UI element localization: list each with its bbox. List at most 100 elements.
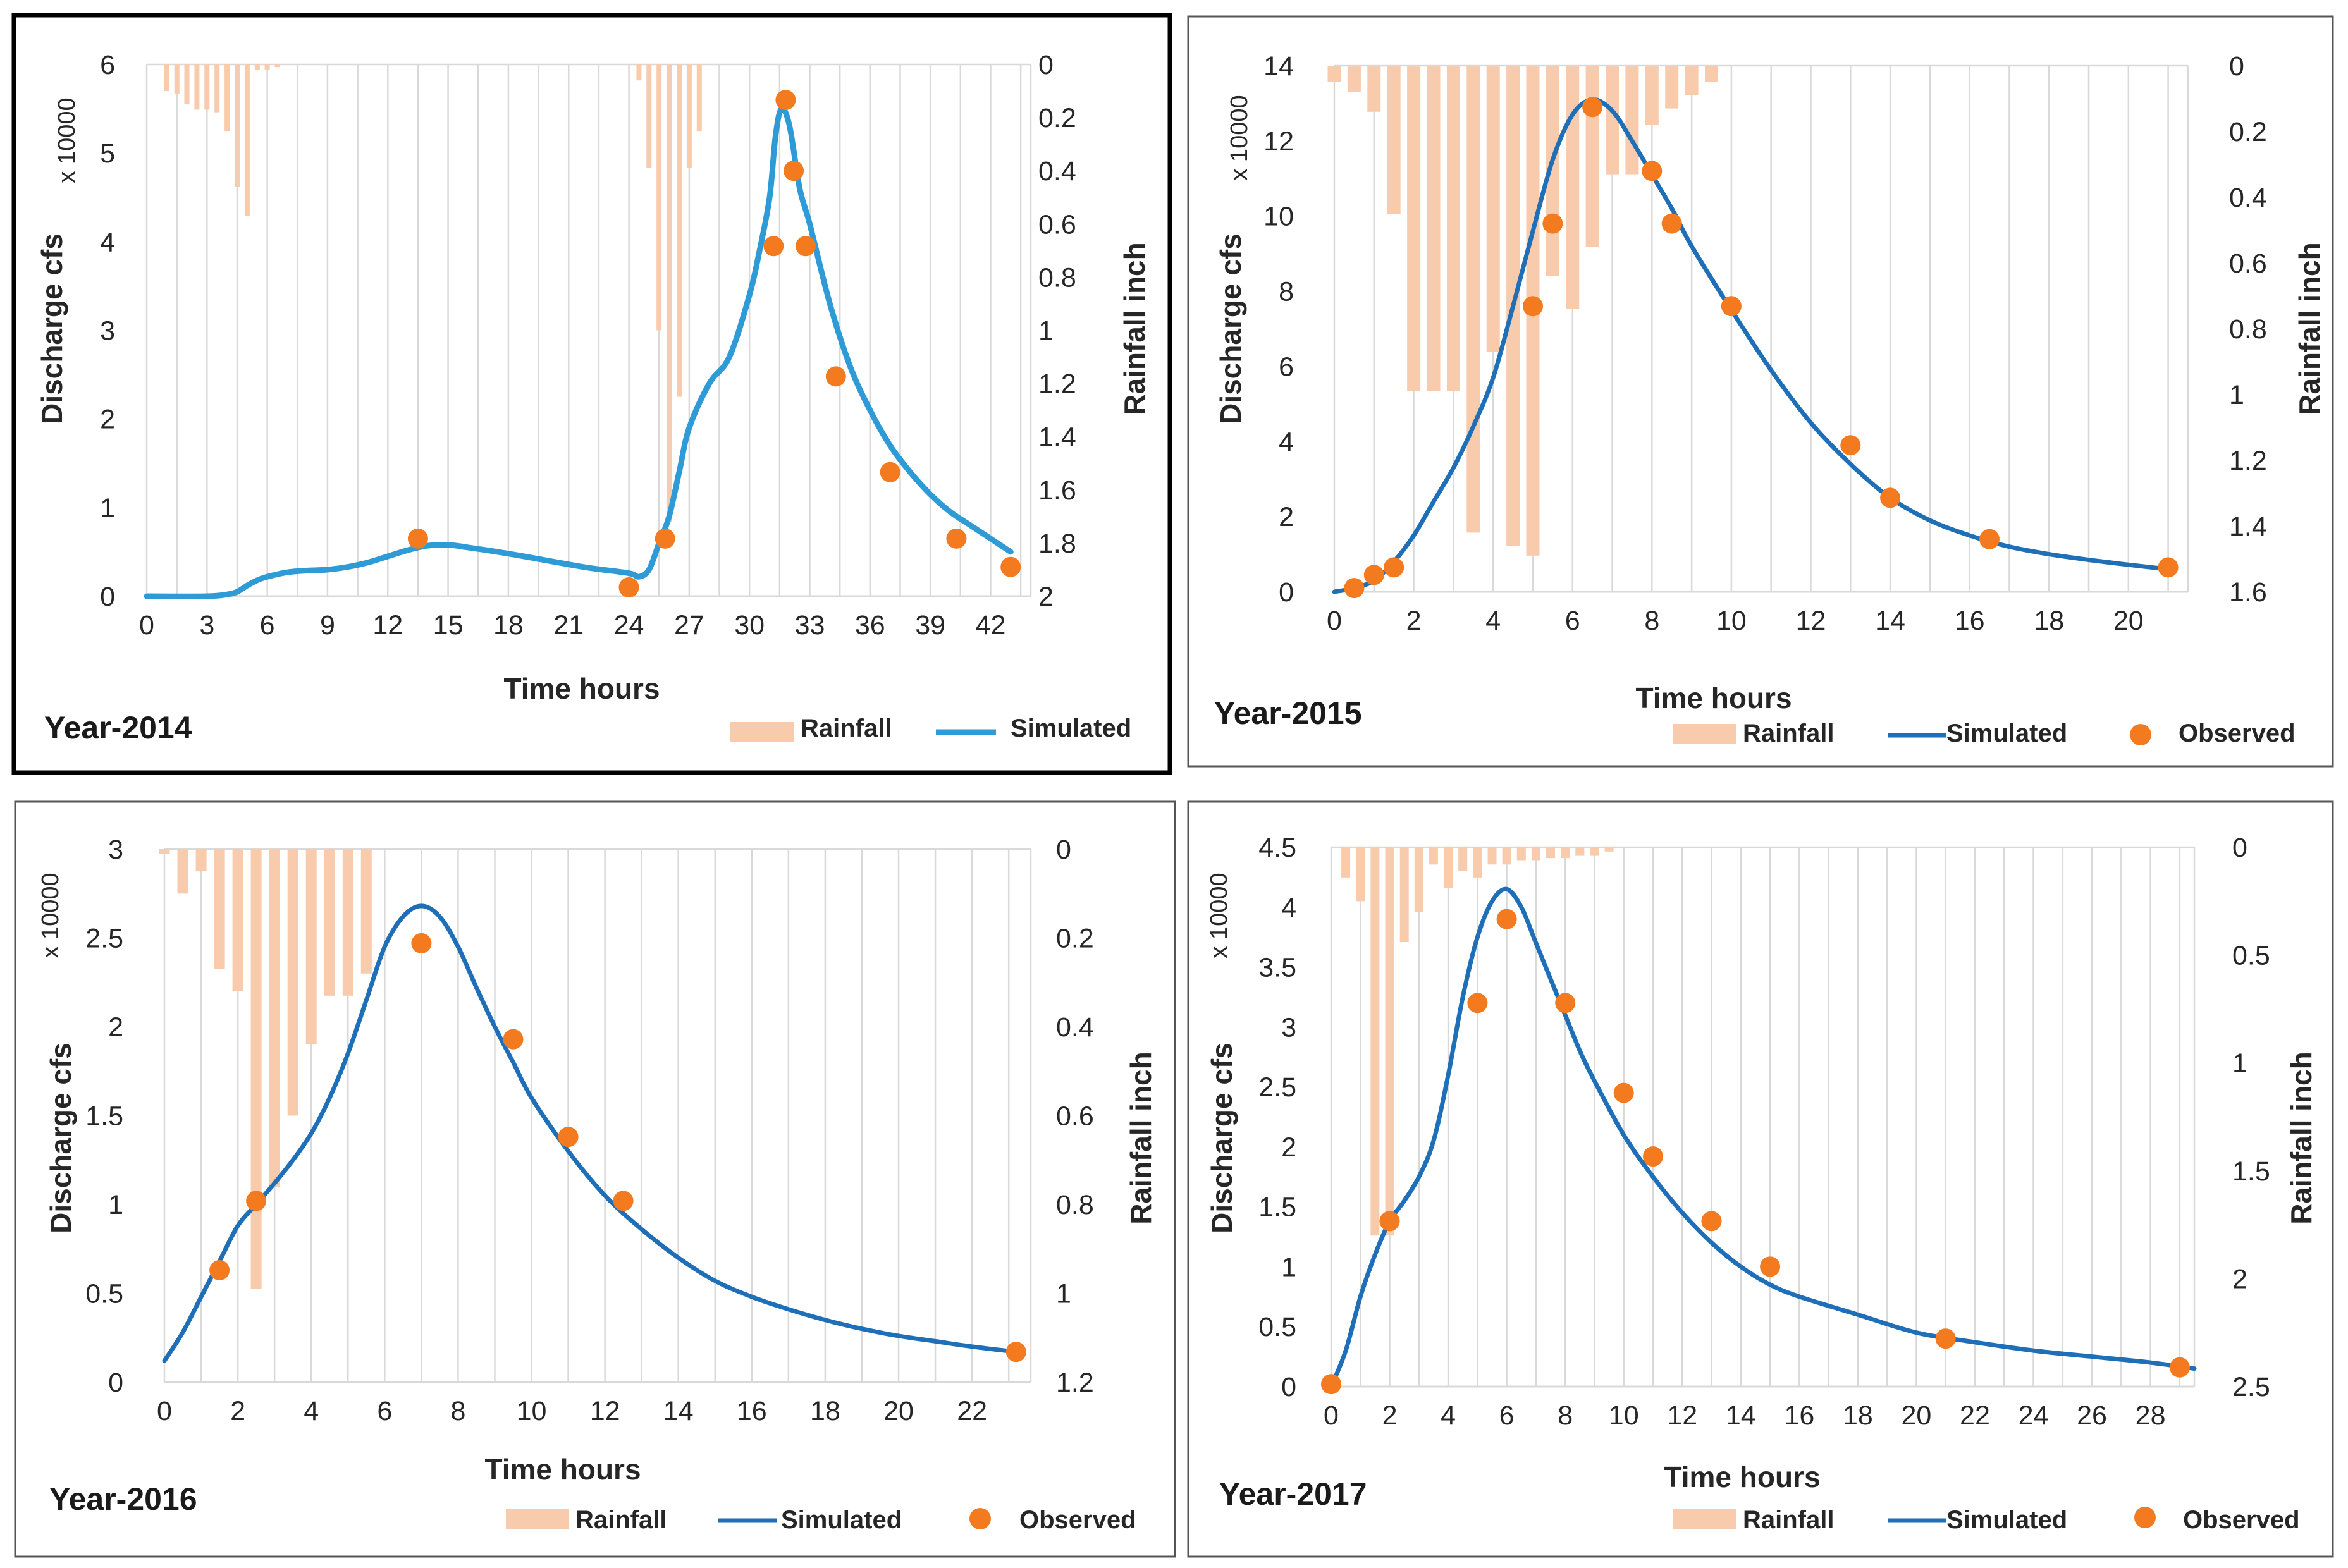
y-tick-label: 3 <box>1281 1012 1296 1043</box>
x-tick-label: 33 <box>795 610 825 640</box>
x-tick-label: 8 <box>1644 606 1659 636</box>
legend-rainfall-swatch <box>730 722 794 742</box>
legend-simulated-label: Simulated <box>1946 1506 2067 1534</box>
y2-tick-label: 1 <box>1038 316 1054 346</box>
rainfall-bar <box>1665 66 1679 109</box>
rainfall-bar <box>1486 66 1500 352</box>
y-tick-label: 12 <box>1263 126 1294 157</box>
x-tick-label: 18 <box>493 610 524 640</box>
legend-rainfall-label: Rainfall <box>575 1506 667 1534</box>
x-tick-label: 14 <box>663 1396 694 1426</box>
rainfall-bar <box>194 64 200 110</box>
y-axis-unit: x 10000 <box>54 97 80 183</box>
rainfall-bar <box>1502 847 1511 865</box>
x-tick-label: 28 <box>2136 1400 2166 1431</box>
rainfall-bar <box>696 64 702 132</box>
x-tick-label: 16 <box>1784 1400 1814 1431</box>
panel-frame-2016 <box>14 800 1176 1558</box>
rainfall-bar <box>636 64 642 81</box>
observed-point <box>1840 435 1861 456</box>
y-tick-label: 4.5 <box>1258 833 1296 863</box>
x-tick-label: 0 <box>1324 1400 1339 1431</box>
x-tick-label: 8 <box>1558 1400 1573 1431</box>
rainfall-bar <box>656 64 662 331</box>
x-tick-label: 36 <box>855 610 885 640</box>
rainfall-bar <box>1531 847 1540 861</box>
x-tick-label: 22 <box>957 1396 987 1426</box>
chart-panel-year-2016: 0 2 4 6 8 10 12 14 16 18 20 22 0 0.5 1 1.5 2 2.5 3 0 0.2 0.4 0… <box>37 835 1157 1534</box>
panel-frame-2015 <box>1187 15 2334 768</box>
rainfall-bar <box>1356 847 1365 902</box>
rainfall-bar <box>646 64 652 168</box>
simulated-line <box>144 106 1014 599</box>
legend-observed-label: Observed <box>2179 720 2296 747</box>
observed-point <box>1880 487 1901 508</box>
observed-point <box>1642 161 1663 181</box>
legend-observed-label: Observed <box>1019 1506 1136 1534</box>
y-axis-unit: x 10000 <box>1206 873 1232 958</box>
y-tick-label: 8 <box>1279 277 1294 307</box>
observed-point <box>1613 1082 1634 1103</box>
x-tick-label: 20 <box>1902 1400 1932 1431</box>
y-tick-label: 1 <box>1281 1252 1296 1282</box>
observed-point <box>1935 1328 1956 1349</box>
y2-tick-label: 0.8 <box>2229 314 2267 345</box>
observed-point <box>825 366 846 387</box>
y-axis-title: Discharge cfs <box>35 233 68 424</box>
observed-point <box>2169 1357 2190 1378</box>
rainfall-bar <box>1645 66 1659 125</box>
y-tick-label: 1.5 <box>1258 1192 1296 1223</box>
rainfall-bar <box>254 64 260 70</box>
y-axis-title: Discharge cfs <box>1214 233 1247 424</box>
x-tick-label: 4 <box>304 1396 319 1426</box>
rainfall-bar <box>1407 66 1421 391</box>
rainfall-bar <box>250 849 262 1289</box>
y2-tick-label: 0.4 <box>1038 156 1076 187</box>
observed-point <box>946 528 967 549</box>
y-tick-label: 1 <box>100 493 115 524</box>
legend-rainfall-swatch <box>506 1509 569 1529</box>
panel-frame-2017 <box>1187 800 2334 1558</box>
x-tick-label: 2 <box>230 1396 245 1426</box>
x-tick-label: 14 <box>1875 606 1905 636</box>
x-tick-label: 12 <box>1796 606 1826 636</box>
x-tick-label: 24 <box>2019 1400 2049 1431</box>
legend-observed-swatch <box>2134 1507 2156 1528</box>
y-axis-title: Discharge cfs <box>44 1043 77 1234</box>
y2-tick-label: 0.4 <box>2229 183 2267 213</box>
y2-tick-label: 1.2 <box>1056 1368 1094 1398</box>
rainfall-bar <box>1566 66 1580 309</box>
chart-panel-year-2015: 0 2 4 6 8 10 12 14 16 18 20 0 2 4 6 8 10 12 14 0 0.2 0.4 0.6 0.… <box>1214 51 2326 747</box>
y2-tick-label: 2 <box>2232 1264 2247 1294</box>
observed-point <box>558 1127 579 1148</box>
observed-point <box>411 933 432 953</box>
x-tick-label: 12 <box>372 610 403 640</box>
x-tick-label: 14 <box>1726 1400 1756 1431</box>
rainfall-bar <box>1414 847 1423 912</box>
x-axis-title: Time hours <box>1635 682 1792 714</box>
observed-point <box>1384 557 1404 578</box>
observed-point <box>1661 213 1682 234</box>
y-tick-label: 5 <box>100 138 115 169</box>
rainfall-bar <box>159 849 170 854</box>
observed-point <box>1363 565 1384 585</box>
rainfall-bar <box>1516 847 1526 861</box>
rainfall-bar <box>1606 66 1619 175</box>
observed-point <box>1321 1374 1341 1395</box>
legend-observed-swatch <box>969 1508 991 1529</box>
rainfall-bar <box>1446 66 1460 391</box>
rainfall-bar <box>1387 66 1401 214</box>
rainfall-bar <box>244 64 250 216</box>
y-tick-label: 1.5 <box>85 1101 123 1132</box>
rainfall-bar <box>232 849 243 991</box>
x-tick-label: 0 <box>157 1396 172 1426</box>
observed-point <box>2158 557 2179 578</box>
rainfall-bar <box>1367 66 1381 112</box>
x-tick-label: 21 <box>553 610 584 640</box>
rainfall-bar <box>1487 847 1497 865</box>
rainfall-bar <box>269 849 280 1187</box>
y-tick-label: 1 <box>108 1190 123 1220</box>
rainfall-bar <box>1341 847 1351 878</box>
y-axis-unit: x 10000 <box>1226 95 1253 180</box>
y-tick-label: 0.5 <box>1258 1312 1296 1342</box>
